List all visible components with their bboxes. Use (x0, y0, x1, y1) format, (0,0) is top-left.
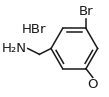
Text: O: O (88, 78, 98, 91)
Text: Br: Br (79, 5, 93, 18)
Text: H₂N: H₂N (2, 42, 27, 55)
Text: HBr: HBr (22, 23, 46, 36)
